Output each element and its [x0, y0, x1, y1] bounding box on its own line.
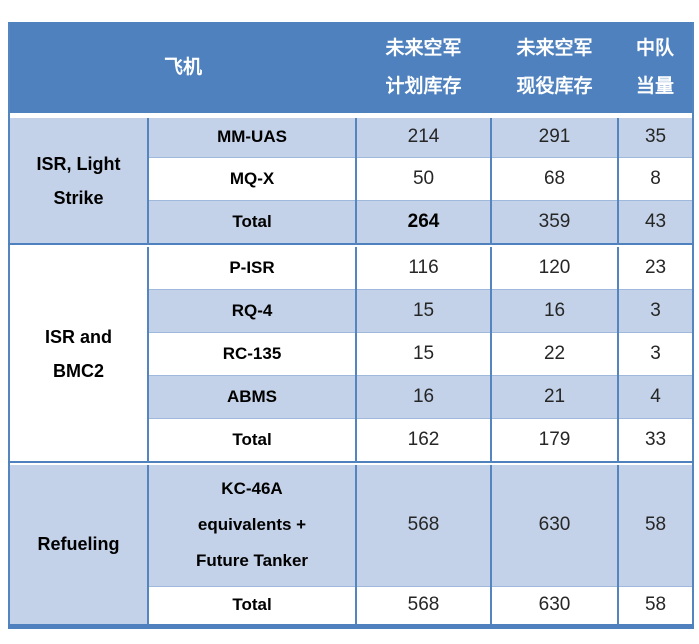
- aircraft-name: ABMS: [146, 374, 357, 418]
- header-future-planned-inventory: 未来空军 计划库存: [356, 22, 492, 113]
- planned-inventory-total: 568: [355, 585, 492, 626]
- aircraft-name: P-ISR: [146, 247, 357, 289]
- squadron-equivalents-value: 3: [617, 288, 694, 332]
- squadron-equivalents-total: 58: [617, 585, 694, 626]
- total-label: Total: [146, 199, 357, 244]
- planned-inventory-value: 15: [355, 288, 492, 332]
- aircraft-name: MM-UAS: [146, 118, 357, 157]
- active-inventory-value: 16: [490, 288, 619, 332]
- aircraft-name: RC-135: [146, 331, 357, 375]
- planned-inventory-value: 214: [355, 118, 492, 157]
- group-separator: [9, 243, 694, 247]
- planned-inventory-value: 568: [355, 465, 492, 586]
- squadron-equivalents-value: 58: [617, 465, 694, 586]
- aircraft-name: KC-46A equivalents + Future Tanker: [146, 465, 357, 586]
- planned-inventory-value: 16: [355, 374, 492, 418]
- table-row: Refueling KC-46A equivalents + Future Ta…: [9, 465, 694, 626]
- table-row: ABMS 16 21 4: [9, 374, 694, 418]
- squadron-equivalents-value: 35: [617, 118, 694, 157]
- table-row: MQ-X 50 68 8: [9, 156, 694, 200]
- squadron-equivalents-value: 8: [617, 156, 694, 200]
- table-row: ISR and BMC2 P-ISR 116 120 23: [9, 247, 694, 462]
- squadron-equivalents-value: 3: [617, 331, 694, 375]
- table-row-total: Total 264 359 43: [9, 199, 694, 244]
- table-row-total: Total 568 630 58: [9, 585, 694, 626]
- active-inventory-value: 291: [490, 118, 619, 157]
- active-inventory-value: 120: [490, 247, 619, 289]
- active-inventory-total: 179: [490, 417, 619, 462]
- active-inventory-value: 22: [490, 331, 619, 375]
- page: 飞机 未来空军 计划库存 未来空军 现役库存 中队 当量 ISR, Light …: [8, 22, 695, 629]
- table-row: RC-135 15 22 3: [9, 331, 694, 375]
- aircraft-name: MQ-X: [146, 156, 357, 200]
- header-future-active-inventory: 未来空军 现役库存: [491, 22, 619, 113]
- active-inventory-total: 630: [490, 585, 619, 626]
- total-label: Total: [146, 585, 357, 626]
- group-label-isr-and-bmc2: ISR and BMC2: [9, 247, 148, 462]
- group-label-isr-light-strike: ISR, Light Strike: [9, 118, 148, 244]
- active-inventory-value: 630: [490, 465, 619, 586]
- table-row: ISR, Light Strike MM-UAS 214 291 35: [9, 118, 694, 244]
- squadron-equivalents-total: 33: [617, 417, 694, 462]
- squadron-equivalents-value: 4: [617, 374, 694, 418]
- squadron-equivalents-value: 23: [617, 247, 694, 289]
- header-squadron-equivalents: 中队 当量: [618, 22, 694, 113]
- planned-inventory-value: 15: [355, 331, 492, 375]
- group-label-refueling: Refueling: [9, 465, 148, 626]
- header-row: 飞机 未来空军 计划库存 未来空军 现役库存 中队 当量: [9, 22, 694, 113]
- header-body-gap: [9, 113, 694, 118]
- active-inventory-value: 21: [490, 374, 619, 418]
- planned-inventory-value: 50: [355, 156, 492, 200]
- planned-inventory-total: 162: [355, 417, 492, 462]
- group-separator: [9, 461, 694, 465]
- planned-inventory-total: 264: [355, 199, 492, 244]
- aircraft-name: RQ-4: [146, 288, 357, 332]
- planned-inventory-value: 116: [355, 247, 492, 289]
- header-aircraft: 飞机: [9, 22, 357, 113]
- aircraft-inventory-table: 飞机 未来空军 计划库存 未来空军 现役库存 中队 当量 ISR, Light …: [8, 22, 695, 629]
- table-row: RQ-4 15 16 3: [9, 288, 694, 332]
- table-row-total: Total 162 179 33: [9, 417, 694, 462]
- total-label: Total: [146, 417, 357, 462]
- active-inventory-total: 359: [490, 199, 619, 244]
- active-inventory-value: 68: [490, 156, 619, 200]
- squadron-equivalents-total: 43: [617, 199, 694, 244]
